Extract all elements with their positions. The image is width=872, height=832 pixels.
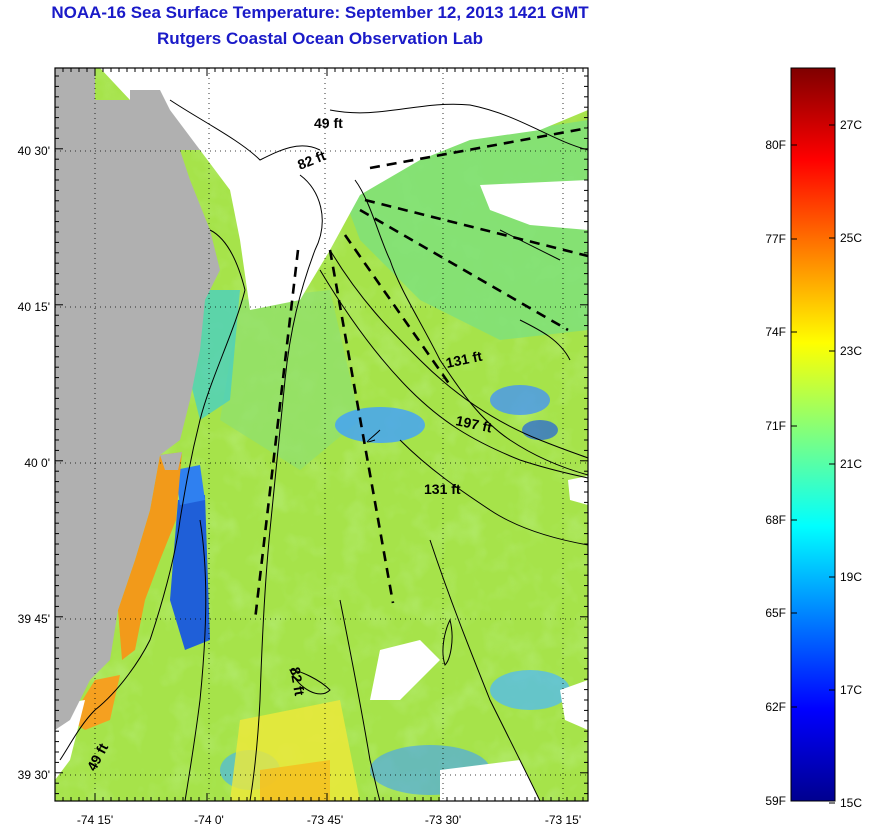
lane-ambrose-east (369, 126, 588, 170)
contour-canyon-rim (329, 249, 588, 459)
cloud-mask-northeast (480, 180, 588, 230)
cool-patch-1 (335, 407, 425, 443)
contour-label-49ft-north: 49 ft (314, 115, 343, 131)
land-new-jersey (55, 68, 220, 730)
colorbar-c-17: 17C (840, 683, 862, 697)
contour-offshore (429, 539, 541, 801)
cool-patch-3 (522, 420, 558, 440)
lon-label-73-30: -73 30' (425, 813, 461, 827)
map-graticule (55, 68, 588, 801)
lane-south (328, 249, 395, 604)
cloud-mask-south-1 (370, 640, 440, 700)
cool-patch-6 (490, 670, 570, 710)
cloud-mask-north (100, 68, 588, 310)
harbor-outline (169, 99, 321, 161)
contour-mid-shelf (339, 599, 381, 801)
colorbar-c-19: 19C (840, 570, 862, 584)
colorbar-c-25: 25C (840, 231, 862, 245)
colorbar-c-15: 15C (840, 796, 862, 810)
cloud-mask-east (568, 476, 588, 505)
contour-shoal-5 (519, 319, 571, 361)
bathymetry-contours (59, 99, 588, 801)
map-frame (54, 67, 589, 802)
contour-label-131ft-upper: 131 ft (444, 348, 483, 371)
lon-label-73-45: -73 45' (307, 813, 343, 827)
contour-131ft-lower (399, 439, 588, 546)
cloud-mask-south-3 (440, 760, 540, 801)
lon-label-74-15: -74 15' (77, 813, 113, 827)
coastline-segment-1 (209, 229, 246, 291)
shipping-lanes (253, 126, 588, 621)
lon-label-73-15: -73 15' (545, 813, 581, 827)
colorbar-f-80: 80F (765, 138, 786, 152)
upper-cool-water (330, 120, 588, 340)
warm-gold-patch (260, 760, 330, 801)
cloud-mask-south-2 (560, 680, 588, 730)
lane-southeast (343, 234, 452, 386)
contour-82ft (249, 174, 323, 801)
lane-barnegat (253, 249, 300, 621)
warm-bay-patch (70, 675, 120, 730)
colorbar-ticks (791, 124, 835, 804)
nearshore-cool-band (175, 465, 205, 505)
contour-shoal-4 (499, 229, 561, 261)
colorbar-f-77: 77F (765, 232, 786, 246)
colorbar-f-71: 71F (765, 419, 786, 433)
contour-shoal-1 (366, 429, 381, 443)
contour-label-197ft: 197 ft (454, 412, 493, 435)
lat-label-40-0: 40 0' (24, 456, 50, 470)
lat-label-40-15: 40 15' (18, 300, 50, 314)
lat-label-40-30: 40 30' (18, 144, 50, 158)
lon-label-74-0: -74 0' (194, 813, 224, 827)
nearshore-cold-band (170, 495, 210, 650)
lat-label-39-45: 39 45' (18, 612, 50, 626)
contour-49ft-north (329, 103, 588, 151)
contour-label-82ft-south: 82 ft (287, 666, 308, 697)
colorbar-f-62: 62F (765, 700, 786, 714)
colorbar-gradient (790, 67, 836, 802)
map-ticks (55, 68, 588, 801)
contour-shoal-2 (442, 618, 453, 666)
land-sliver (160, 452, 182, 470)
lane-hudson-southeast (359, 208, 569, 332)
colorbar-c-21: 21C (840, 457, 862, 471)
colorbar-c-23: 23C (840, 344, 862, 358)
colorbar-f-65: 65F (765, 606, 786, 620)
map-title: NOAA-16 Sea Surface Temperature: Septemb… (51, 3, 589, 22)
sst-field (55, 68, 588, 801)
colorbar-f-59: 59F (765, 794, 786, 808)
contour-197ft (319, 269, 588, 479)
cool-patch-2 (490, 385, 550, 415)
mid-water (220, 290, 360, 470)
land-northwest (55, 90, 80, 160)
colorbar-f-74: 74F (765, 325, 786, 339)
contour-131ft-upper (354, 179, 588, 476)
contour-shoal-3 (289, 669, 331, 695)
coastline-main (59, 289, 246, 761)
contour-49ft-south (184, 519, 207, 801)
lane-hudson-east (364, 198, 588, 258)
warm-nearshore-strip (118, 452, 182, 660)
map-subtitle: Rutgers Coastal Ocean Observation Lab (157, 29, 483, 48)
contour-label-131ft-lower: 131 ft (424, 481, 461, 497)
colorbar-f-68: 68F (765, 513, 786, 527)
colorbar-c-27: 27C (840, 118, 862, 132)
lat-label-39-30: 39 30' (18, 768, 50, 782)
